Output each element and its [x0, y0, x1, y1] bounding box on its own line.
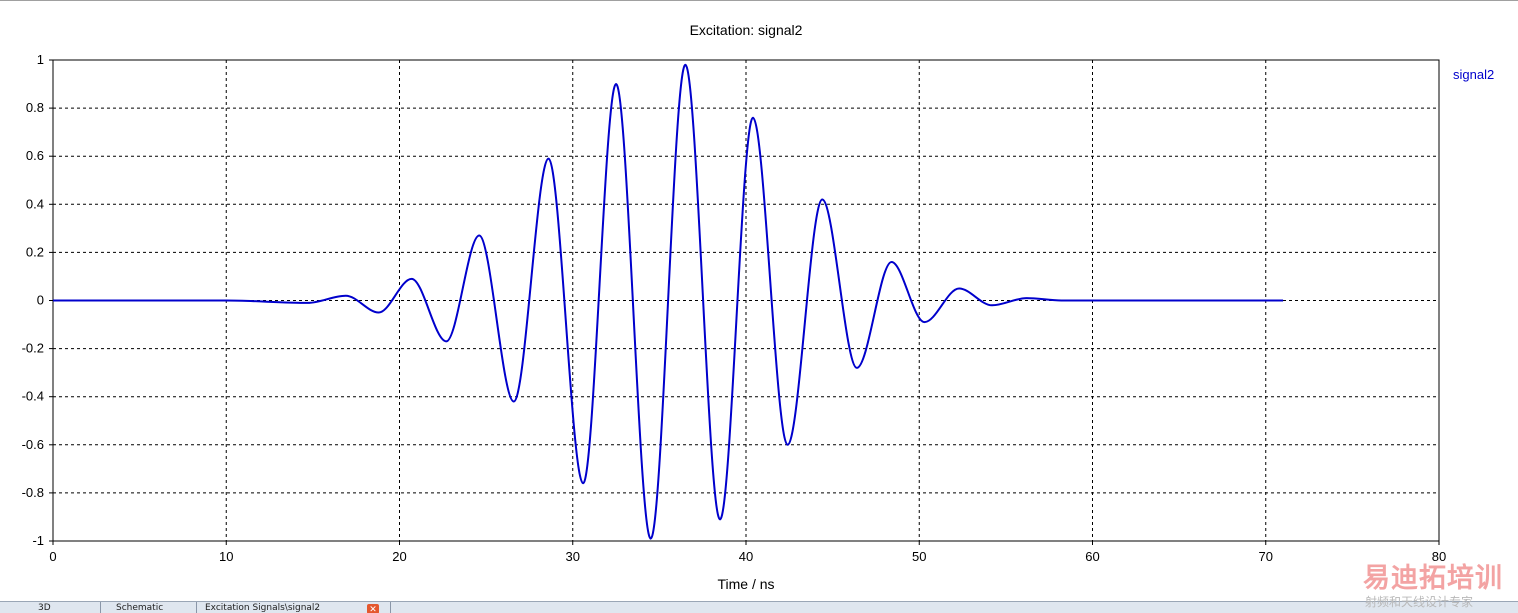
watermark-sub-text: 射频和天线设计专家: [1365, 595, 1474, 609]
y-tick-label: 0.2: [26, 244, 44, 259]
series-line-signal2: [53, 63, 1284, 540]
tab-excitation-signals[interactable]: Excitation Signals\signal2: [205, 603, 321, 613]
y-tick-label: 0.6: [26, 148, 44, 163]
watermark-main-text: 易迪拓培训: [1363, 563, 1503, 594]
close-tab-icon[interactable]: ✕: [367, 604, 379, 613]
chart-title: Excitation: signal2: [689, 22, 803, 38]
tab-separator: [196, 602, 197, 613]
x-tick-label: 50: [912, 549, 926, 564]
x-tick-label: 80: [1432, 549, 1446, 564]
x-tick-label: 70: [1259, 549, 1273, 564]
y-tick-label: 0: [37, 293, 44, 308]
tab-3d[interactable]: 3D: [38, 603, 51, 613]
x-tick-label: 30: [566, 549, 580, 564]
y-tick-label: 1: [37, 52, 44, 67]
x-tick-label: 20: [392, 549, 406, 564]
y-tick-label: -1: [32, 533, 44, 548]
y-tick-label: 0.4: [26, 196, 44, 211]
x-tick-label: 40: [739, 549, 753, 564]
tab-separator: [390, 602, 391, 613]
y-tick-label: -0.2: [22, 341, 44, 356]
y-tick-label: -0.6: [22, 437, 44, 452]
x-tick-label: 0: [49, 549, 56, 564]
document-tab-bar: 3D Schematic Excitation Signals\signal2 …: [0, 601, 1518, 613]
y-tick-label: -0.8: [22, 485, 44, 500]
window-top-border: [0, 0, 1518, 1]
tab-schematic[interactable]: Schematic: [116, 603, 164, 613]
y-tick-label: -0.4: [22, 389, 44, 404]
legend-entry-signal2: signal2: [1453, 67, 1495, 82]
x-tick-label: 10: [219, 549, 233, 564]
tab-separator: [100, 602, 101, 613]
plot-area[interactable]: 0 10 20 30 40 50 60 70 80 -1 -0.8 -0.6 -0.4 -0.2 0 0.2 0…: [0, 0, 1518, 600]
x-tick-label: 60: [1085, 549, 1099, 564]
watermark-logo: 易迪拓培训 射频和天线设计专家: [1363, 556, 1515, 612]
x-axis-label: Time / ns: [717, 576, 775, 592]
y-tick-label: 0.8: [26, 100, 44, 115]
